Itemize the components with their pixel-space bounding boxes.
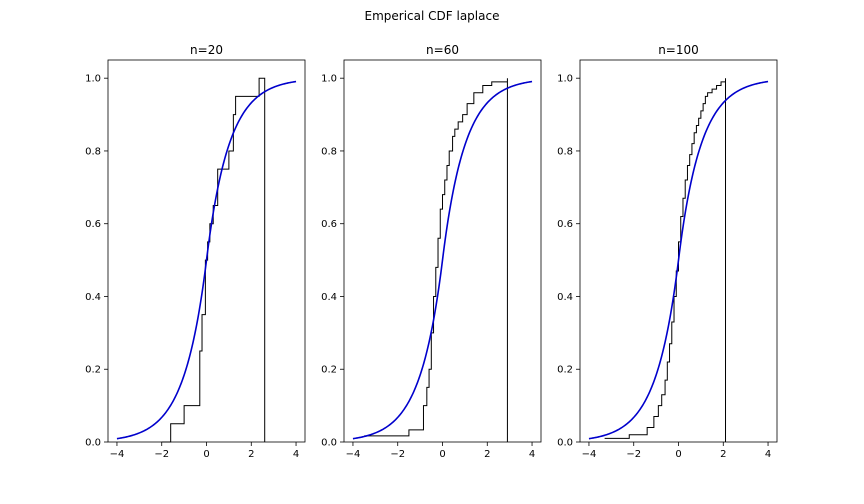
axes-frame	[107, 59, 306, 443]
y-tick-label: 1.0	[85, 74, 101, 85]
x-tick-label: −4	[582, 449, 597, 460]
x-tick-label: 4	[293, 449, 299, 460]
y-tick-label: 0.2	[557, 365, 573, 376]
y-tick-label: 0.6	[321, 219, 337, 230]
x-tick-label: 0	[675, 449, 681, 460]
x-tick-label: −2	[154, 449, 169, 460]
figure-title: Emperical CDF laplace	[365, 9, 500, 23]
axes-frame	[343, 59, 542, 443]
empirical-cdf-step-line	[364, 78, 508, 442]
x-tick-label: 2	[248, 449, 254, 460]
y-tick-label: 0.8	[557, 146, 573, 157]
x-tick-label: −2	[626, 449, 641, 460]
panel-title: n=60	[426, 43, 459, 57]
y-tick-label: 0.2	[321, 365, 337, 376]
x-tick-label: −2	[390, 449, 405, 460]
y-tick-label: 1.0	[321, 74, 337, 85]
y-tick-label: 0.8	[85, 146, 101, 157]
chart-panel-n100: n=100 −4 −2 0 2 4 0.0 0.2 0.4 0.6 0.8 1.0	[557, 43, 778, 460]
y-tick-label: 0.6	[85, 219, 101, 230]
chart-panel-n20: n=20 −4 −2 0 2 4 0.0 0.2 0.4 0.6 0.8 1.0	[85, 43, 306, 460]
x-tick-label: 0	[203, 449, 209, 460]
laplace-cdf-curve	[116, 80, 297, 440]
x-tick-label: −4	[110, 449, 125, 460]
x-tick-label: 2	[484, 449, 490, 460]
panel-title: n=20	[190, 43, 223, 57]
y-tick-label: 0.4	[321, 292, 337, 303]
y-tick-label: 0.2	[85, 365, 101, 376]
y-tick-label: 1.0	[557, 74, 573, 85]
empirical-cdf-step-line	[604, 78, 727, 442]
x-tick-label: −4	[346, 449, 361, 460]
x-tick-label: 2	[720, 449, 726, 460]
chart-panel-n60: n=60 −4 −2 0 2 4 0.0 0.2 0.4 0.6 0.8 1.0	[321, 43, 542, 460]
y-tick-label: 0.4	[85, 292, 101, 303]
x-tick-label: 4	[765, 449, 771, 460]
y-tick-label: 0.6	[557, 219, 573, 230]
laplace-cdf-curve	[588, 80, 769, 440]
y-tick-label: 0.0	[85, 438, 101, 449]
x-tick-label: 4	[529, 449, 535, 460]
y-tick-label: 0.0	[321, 438, 337, 449]
y-tick-label: 0.4	[557, 292, 573, 303]
x-tick-label: 0	[439, 449, 445, 460]
y-tick-label: 0.8	[321, 146, 337, 157]
laplace-cdf-curve	[352, 80, 533, 440]
empirical-cdf-step-line	[161, 77, 266, 443]
y-tick-label: 0.0	[557, 438, 573, 449]
panel-title: n=100	[658, 43, 699, 57]
